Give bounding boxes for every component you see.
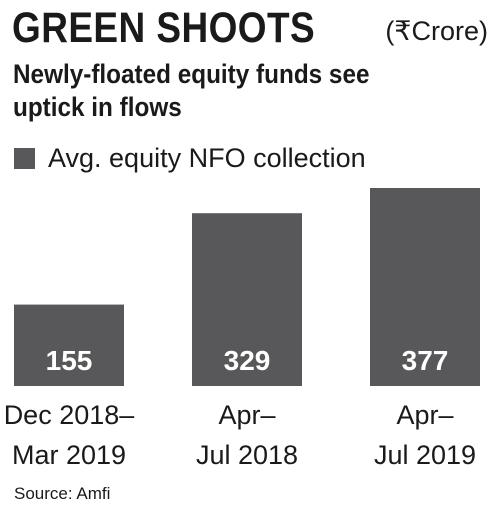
- category-label-1-line-2: Mar 2019: [12, 440, 126, 470]
- legend: Avg. equity NFO collection: [14, 143, 366, 174]
- chart-title: GREEN SHOOTS: [12, 4, 316, 52]
- category-label-2-line-2: Jul 2018: [196, 440, 298, 470]
- category-label-3-line-1: Apr–: [396, 400, 453, 430]
- bar-3: [370, 188, 480, 386]
- data-label-2: 329: [224, 345, 271, 376]
- category-label-2-line-1: Apr–: [218, 400, 275, 430]
- bar-1: [14, 304, 124, 386]
- chart-subtitle: Newly-floated equity funds see uptick in…: [13, 59, 370, 122]
- legend-swatch: [14, 148, 35, 169]
- bar-2: [192, 213, 302, 386]
- category-label-1-line-1: Dec 2018–: [4, 400, 135, 430]
- data-label-1: 155: [46, 345, 93, 376]
- source-note: Source: Amfi: [14, 484, 111, 503]
- category-label-3-line-2: Jul 2019: [374, 440, 476, 470]
- data-label-3: 377: [402, 345, 449, 376]
- unit-label: (₹Crore): [385, 16, 488, 46]
- legend-label: Avg. equity NFO collection: [48, 143, 366, 173]
